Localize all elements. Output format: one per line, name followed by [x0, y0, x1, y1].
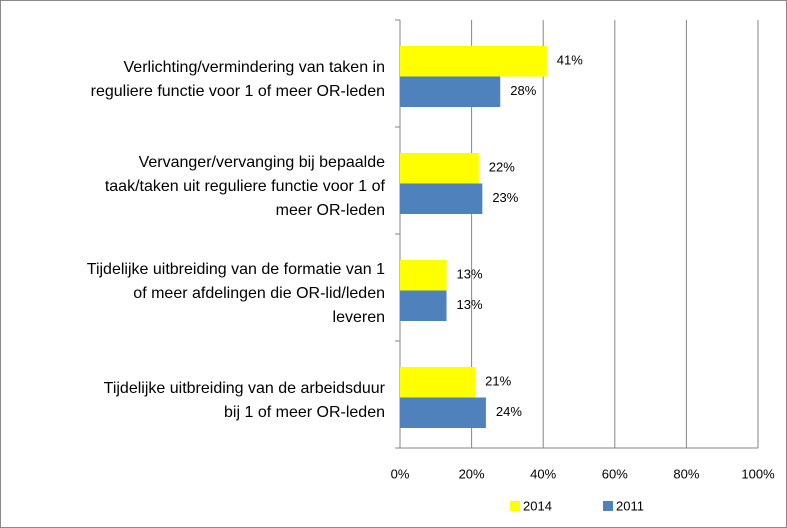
bar — [400, 183, 483, 214]
value-label: 23% — [492, 190, 518, 205]
value-label: 13% — [457, 297, 483, 312]
x-tick-label: 80% — [673, 466, 699, 481]
bar — [400, 260, 447, 291]
value-label: 28% — [510, 83, 536, 98]
value-label: 13% — [457, 267, 483, 282]
x-tick-label: 100% — [741, 466, 775, 481]
legend-label: 2011 — [616, 498, 644, 513]
legend-swatch — [603, 501, 613, 511]
category-label: Verlichting/vermindering van taken in re… — [90, 59, 385, 100]
bar — [400, 46, 547, 77]
bar — [400, 153, 479, 184]
value-label: 21% — [485, 374, 511, 389]
bar — [400, 290, 447, 321]
value-label: 24% — [496, 404, 522, 419]
legend-label: 2014 — [523, 498, 552, 513]
bar — [400, 76, 501, 107]
category-label: Vervanger/vervanging bij bepaalde taak/t… — [104, 154, 385, 219]
x-tick-label: 40% — [530, 466, 556, 481]
value-label: 22% — [489, 160, 515, 175]
x-tick-label: 20% — [459, 466, 485, 481]
legend-swatch — [510, 501, 520, 511]
x-tick-label: 0% — [391, 466, 410, 481]
category-label: Tijdelijke uitbreiding van de arbeidsduu… — [103, 380, 385, 421]
bar — [400, 367, 476, 398]
bar — [400, 397, 486, 428]
category-label: Tijdelijke uitbreiding van de formatie v… — [86, 261, 385, 326]
x-tick-label: 60% — [602, 466, 628, 481]
value-label: 41% — [557, 53, 583, 68]
